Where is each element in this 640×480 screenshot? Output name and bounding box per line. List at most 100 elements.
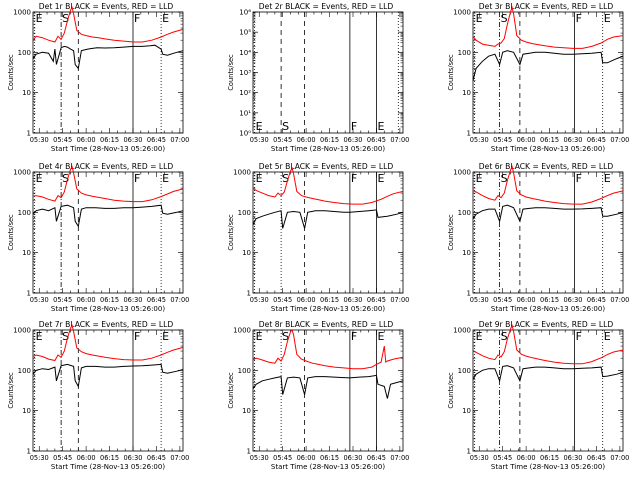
panel-title: Det 9r BLACK = Events, RED = LLD <box>479 320 614 329</box>
detector-panel-6: Det 6r BLACK = Events, RED = LLD 1 10 100 10… <box>447 162 629 313</box>
x-tick-label: 07:00 <box>390 454 409 462</box>
lld-series-line <box>472 165 624 205</box>
x-tick-label: 06:45 <box>367 136 386 144</box>
x-tick-label: 07:00 <box>170 136 189 144</box>
event-marker-label: F <box>576 330 582 343</box>
panel-title: Det 6r BLACK = Events, RED = LLD <box>479 162 614 171</box>
y-tick-label: 1000 <box>453 327 471 335</box>
event-marker-label: F <box>351 330 357 343</box>
x-tick-label: 05:45 <box>273 296 292 304</box>
x-tick-label: 06:30 <box>343 454 362 462</box>
y-tick-label: 1000 <box>13 9 31 17</box>
x-tick-label: 06:15 <box>320 454 339 462</box>
x-tick-label: 07:00 <box>610 136 629 144</box>
y-tick-label: 1 <box>467 290 471 298</box>
event-marker-label: E <box>377 172 384 185</box>
event-marker-label: E <box>36 172 43 185</box>
events-series-line <box>472 204 624 224</box>
x-axis-label: Start Time (28-Nov-13 05:26:00) <box>491 463 605 471</box>
x-tick-label: 06:00 <box>297 136 316 144</box>
y-axis-label: Counts/sec <box>227 214 235 251</box>
x-tick-label: 06:15 <box>100 454 119 462</box>
y-tick-label: 1 <box>247 290 251 298</box>
plot-frame <box>252 11 404 134</box>
plot-frame <box>472 329 624 452</box>
event-marker-label: E <box>377 330 384 343</box>
y-tick-label: 1 <box>247 448 251 456</box>
event-marker-label: E <box>256 330 263 343</box>
y-tick-label: 1000 <box>13 327 31 335</box>
y-tick-label: 1000 <box>13 169 31 177</box>
y-tick-label: 1000 <box>453 9 471 17</box>
lld-series-line <box>32 324 184 362</box>
x-tick-label: 06:00 <box>297 454 316 462</box>
x-tick-label: 05:45 <box>273 454 292 462</box>
x-tick-label: 06:00 <box>517 296 536 304</box>
x-tick-label: 06:45 <box>367 296 386 304</box>
event-marker-label: S <box>282 172 289 185</box>
x-tick-label: 05:45 <box>493 454 512 462</box>
event-marker-label: S <box>62 330 69 343</box>
x-tick-label: 06:45 <box>147 454 166 462</box>
event-marker-label: E <box>476 330 483 343</box>
event-marker-label: E <box>256 172 263 185</box>
x-tick-label: 06:30 <box>123 136 142 144</box>
events-series-line <box>32 204 184 228</box>
y-tick-label: 100 <box>18 49 31 57</box>
y-tick-label: 10 <box>22 249 31 257</box>
x-tick-label: 06:45 <box>587 296 606 304</box>
event-marker-label: E <box>604 172 611 185</box>
lld-series-line <box>32 165 184 203</box>
panel-title: Det 7r BLACK = Events, RED = LLD <box>39 320 174 329</box>
detector-panel-9: Det 9r BLACK = Events, RED = LLD 1 10 100 10… <box>447 320 629 471</box>
x-tick-label: 06:00 <box>77 454 96 462</box>
event-marker-label: E <box>162 12 169 25</box>
x-axis-label: Start Time (28-Nov-13 05:26:00) <box>51 305 165 313</box>
event-marker-label: E <box>377 120 384 133</box>
x-tick-label: 05:30 <box>250 454 269 462</box>
panel-title: Det 3r BLACK = Events, RED = LLD <box>479 2 614 11</box>
event-marker-label: E <box>36 330 43 343</box>
event-marker-label: S <box>282 330 289 343</box>
events-series-line <box>472 50 624 81</box>
x-tick-label: 07:00 <box>170 454 189 462</box>
event-marker-label: E <box>476 172 483 185</box>
x-tick-label: 05:45 <box>53 136 72 144</box>
detector-panel-7: Det 7r BLACK = Events, RED = LLD 1 10 100 10… <box>7 320 189 471</box>
x-tick-label: 06:30 <box>563 136 582 144</box>
detector-panel-3: Det 3r BLACK = Events, RED = LLD 1 10 100 10… <box>447 2 629 153</box>
y-tick-label: 1000 <box>233 169 251 177</box>
x-tick-label: 06:30 <box>123 296 142 304</box>
panel-title: Det 5r BLACK = Events, RED = LLD <box>259 162 394 171</box>
x-tick-label: 07:00 <box>390 296 409 304</box>
x-tick-label: 05:30 <box>470 454 489 462</box>
y-tick-label: 100 <box>458 49 471 57</box>
y-tick-label: 10² <box>239 89 251 97</box>
events-series-line <box>472 365 624 383</box>
y-tick-label: 1 <box>467 130 471 138</box>
x-tick-label: 06:15 <box>100 296 119 304</box>
x-axis-label: Start Time (28-Nov-13 05:26:00) <box>271 305 385 313</box>
y-tick-label: 10⁵ <box>239 29 251 37</box>
events-series-line <box>252 209 404 229</box>
lld-series-line <box>252 166 404 205</box>
x-tick-label: 05:30 <box>470 296 489 304</box>
x-tick-label: 06:30 <box>123 454 142 462</box>
y-axis-label: Counts/sec <box>7 54 15 91</box>
y-axis-label: Counts/sec <box>227 372 235 409</box>
y-axis-label: Counts/sec <box>447 214 455 251</box>
y-tick-label: 100 <box>238 209 251 217</box>
y-tick-label: 10 <box>22 407 31 415</box>
x-tick-label: 06:15 <box>540 136 559 144</box>
events-series-line <box>32 44 184 70</box>
panel-title: Det 2r BLACK = Events, RED = LLD <box>259 2 394 11</box>
y-tick-label: 1 <box>27 448 31 456</box>
x-tick-label: 05:30 <box>250 136 269 144</box>
events-series-line <box>32 363 184 388</box>
x-tick-label: 05:45 <box>493 296 512 304</box>
x-tick-label: 05:30 <box>470 136 489 144</box>
y-tick-label: 100 <box>458 209 471 217</box>
plot-frame <box>32 11 184 134</box>
y-axis-label: Counts/sec <box>7 372 15 409</box>
